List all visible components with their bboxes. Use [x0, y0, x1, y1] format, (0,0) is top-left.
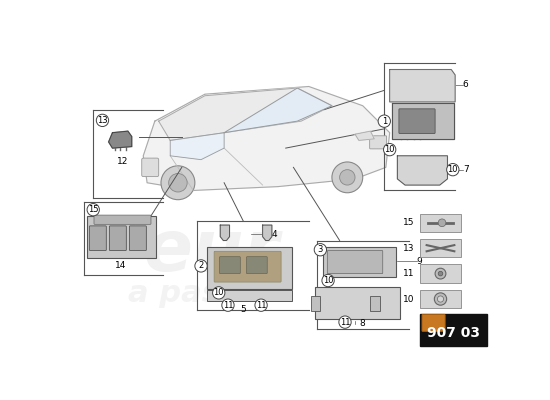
- Text: 13: 13: [403, 244, 414, 253]
- Text: 14: 14: [114, 262, 126, 270]
- Text: 11: 11: [256, 301, 266, 310]
- Text: 11: 11: [340, 318, 350, 327]
- Text: 5: 5: [240, 305, 246, 314]
- FancyBboxPatch shape: [315, 287, 400, 319]
- Circle shape: [222, 299, 234, 311]
- Text: 3: 3: [318, 245, 323, 254]
- Circle shape: [212, 287, 225, 299]
- Polygon shape: [159, 88, 332, 140]
- Polygon shape: [263, 225, 272, 240]
- Polygon shape: [220, 225, 229, 240]
- Text: 6: 6: [463, 80, 469, 90]
- FancyBboxPatch shape: [142, 158, 159, 176]
- Circle shape: [314, 244, 327, 256]
- FancyBboxPatch shape: [214, 251, 281, 282]
- Circle shape: [383, 144, 396, 156]
- FancyBboxPatch shape: [421, 314, 487, 346]
- Circle shape: [437, 296, 443, 302]
- Circle shape: [447, 164, 459, 176]
- Circle shape: [378, 115, 390, 127]
- Text: 15: 15: [88, 205, 98, 214]
- Circle shape: [195, 260, 207, 272]
- FancyBboxPatch shape: [370, 136, 387, 149]
- Circle shape: [161, 166, 195, 200]
- Text: 7: 7: [463, 165, 469, 174]
- FancyBboxPatch shape: [207, 290, 292, 301]
- Circle shape: [169, 174, 187, 192]
- Circle shape: [322, 274, 334, 287]
- FancyBboxPatch shape: [87, 216, 156, 258]
- FancyBboxPatch shape: [94, 215, 151, 224]
- Text: eur: eur: [143, 217, 279, 286]
- Text: 10: 10: [213, 288, 224, 297]
- FancyBboxPatch shape: [421, 264, 460, 283]
- FancyBboxPatch shape: [421, 214, 460, 232]
- FancyBboxPatch shape: [311, 296, 320, 311]
- Polygon shape: [355, 131, 375, 140]
- Circle shape: [340, 170, 355, 185]
- FancyBboxPatch shape: [89, 226, 106, 250]
- Text: 15: 15: [403, 218, 414, 227]
- Polygon shape: [109, 131, 132, 148]
- Text: 2: 2: [199, 262, 204, 270]
- Text: 4: 4: [271, 230, 277, 239]
- FancyBboxPatch shape: [327, 250, 383, 274]
- Circle shape: [438, 219, 446, 227]
- FancyBboxPatch shape: [323, 247, 396, 278]
- Text: 13: 13: [97, 116, 108, 125]
- Text: a pass: a pass: [128, 279, 238, 308]
- Circle shape: [96, 114, 109, 126]
- Text: 907 03: 907 03: [427, 326, 480, 340]
- Circle shape: [438, 271, 443, 276]
- Polygon shape: [143, 86, 389, 190]
- FancyBboxPatch shape: [399, 109, 435, 134]
- Text: 1: 1: [382, 117, 387, 126]
- Polygon shape: [224, 88, 332, 133]
- Text: 11: 11: [403, 269, 414, 278]
- Text: 10: 10: [448, 165, 458, 174]
- Circle shape: [339, 316, 351, 328]
- Circle shape: [87, 204, 100, 216]
- FancyBboxPatch shape: [129, 226, 146, 250]
- Circle shape: [255, 299, 267, 311]
- Circle shape: [435, 268, 446, 279]
- Circle shape: [434, 293, 447, 305]
- FancyBboxPatch shape: [421, 290, 460, 308]
- Text: 9: 9: [417, 257, 422, 266]
- FancyBboxPatch shape: [246, 257, 267, 274]
- FancyBboxPatch shape: [421, 239, 460, 258]
- Polygon shape: [389, 70, 455, 102]
- Text: 8: 8: [360, 319, 366, 328]
- FancyBboxPatch shape: [109, 226, 126, 250]
- FancyBboxPatch shape: [219, 257, 240, 274]
- Text: 10: 10: [403, 294, 414, 304]
- Text: 12: 12: [117, 158, 128, 166]
- Text: 11: 11: [223, 301, 233, 310]
- Polygon shape: [392, 104, 454, 139]
- Polygon shape: [397, 156, 448, 185]
- FancyBboxPatch shape: [207, 247, 292, 289]
- FancyBboxPatch shape: [371, 296, 380, 311]
- FancyBboxPatch shape: [422, 314, 445, 331]
- Text: 10: 10: [323, 276, 333, 285]
- Circle shape: [332, 162, 363, 193]
- Polygon shape: [170, 133, 224, 160]
- Text: 10: 10: [384, 145, 395, 154]
